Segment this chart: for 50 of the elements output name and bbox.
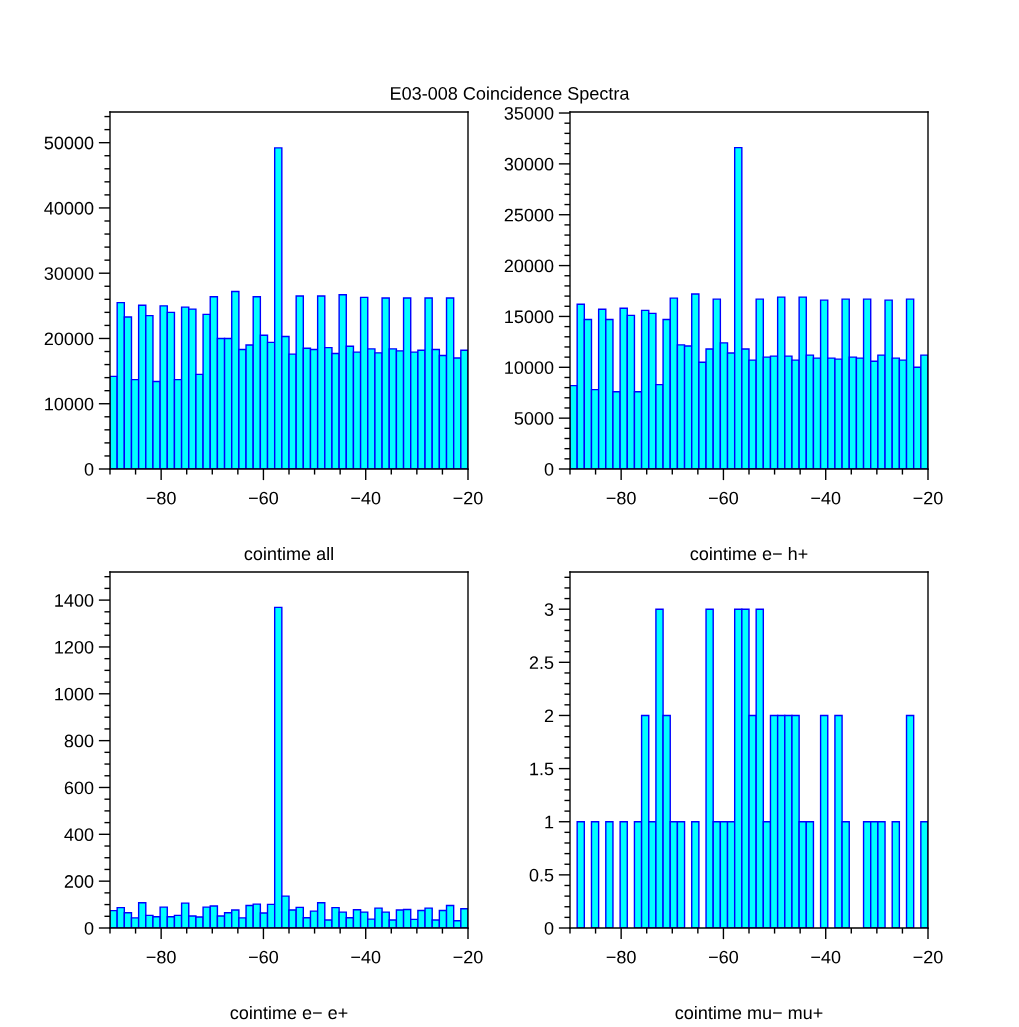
y-tick-label: 200 xyxy=(64,875,94,888)
x-axis-title: cointime e− h+ xyxy=(690,546,808,561)
y-tick-label: 400 xyxy=(64,828,94,842)
x-tick-label: −40 xyxy=(351,950,381,964)
x-tick-label: −80 xyxy=(146,950,176,964)
y-tick-label: 0.5 xyxy=(529,868,554,882)
x-tick-label: −80 xyxy=(146,491,176,505)
x-tick-label: −20 xyxy=(453,950,483,964)
y-tick-label: 10000 xyxy=(505,361,554,375)
x-axis-title: cointime e− e+ xyxy=(230,1005,348,1020)
y-tick-label: 0 xyxy=(544,921,554,935)
x-axis-title: cointime all xyxy=(244,546,333,561)
x-tick-label: −60 xyxy=(249,491,279,505)
y-tick-label: 1000 xyxy=(55,687,94,701)
x-tick-label: −60 xyxy=(709,950,739,964)
y-tick-label: 2.5 xyxy=(529,656,554,670)
y-tick-label: 600 xyxy=(64,781,94,795)
y-tick-label: 0 xyxy=(544,462,554,476)
y-tick-label: 35000 xyxy=(504,106,554,120)
y-tick-label: 1.5 xyxy=(530,762,554,776)
y-tick-label: 0 xyxy=(84,921,94,935)
x-axis-title: cointime mu− mu+ xyxy=(675,1005,823,1020)
x-tick-label: −60 xyxy=(249,950,279,964)
x-tick-label: −40 xyxy=(811,950,841,964)
y-tick-label: 30000 xyxy=(44,267,94,280)
y-tick-label: 30000 xyxy=(504,157,554,171)
x-tick-label: −60 xyxy=(709,491,739,505)
text: E03-008 Coincidence Spectra xyxy=(391,86,630,104)
y-tick-label: 20000 xyxy=(44,332,94,346)
y-tick-label: 25000 xyxy=(504,208,554,222)
y-tick-label: 1 xyxy=(545,815,554,829)
y-tick-label: 40000 xyxy=(44,201,94,215)
y-tick-label: 15000 xyxy=(505,310,554,324)
x-tick-label: −20 xyxy=(913,950,943,964)
x-tick-label: −20 xyxy=(913,491,943,505)
x-tick-label: −80 xyxy=(606,950,636,964)
y-tick-label: 5000 xyxy=(514,412,554,425)
y-tick-label: 50000 xyxy=(44,136,94,150)
y-tick-label: 1400 xyxy=(55,594,94,607)
y-tick-label: 10000 xyxy=(45,397,94,411)
y-tick-label: 3 xyxy=(544,603,554,616)
y-tick-label: 20000 xyxy=(504,259,554,273)
x-tick-label: −80 xyxy=(606,491,636,505)
y-tick-label: 0 xyxy=(84,462,94,476)
x-tick-label: −20 xyxy=(453,491,483,505)
x-tick-label: −40 xyxy=(811,491,841,505)
y-tick-label: 2 xyxy=(544,709,554,723)
y-tick-label: 800 xyxy=(64,734,94,748)
y-tick-label: 1200 xyxy=(55,640,94,654)
x-tick-label: −40 xyxy=(351,491,381,505)
